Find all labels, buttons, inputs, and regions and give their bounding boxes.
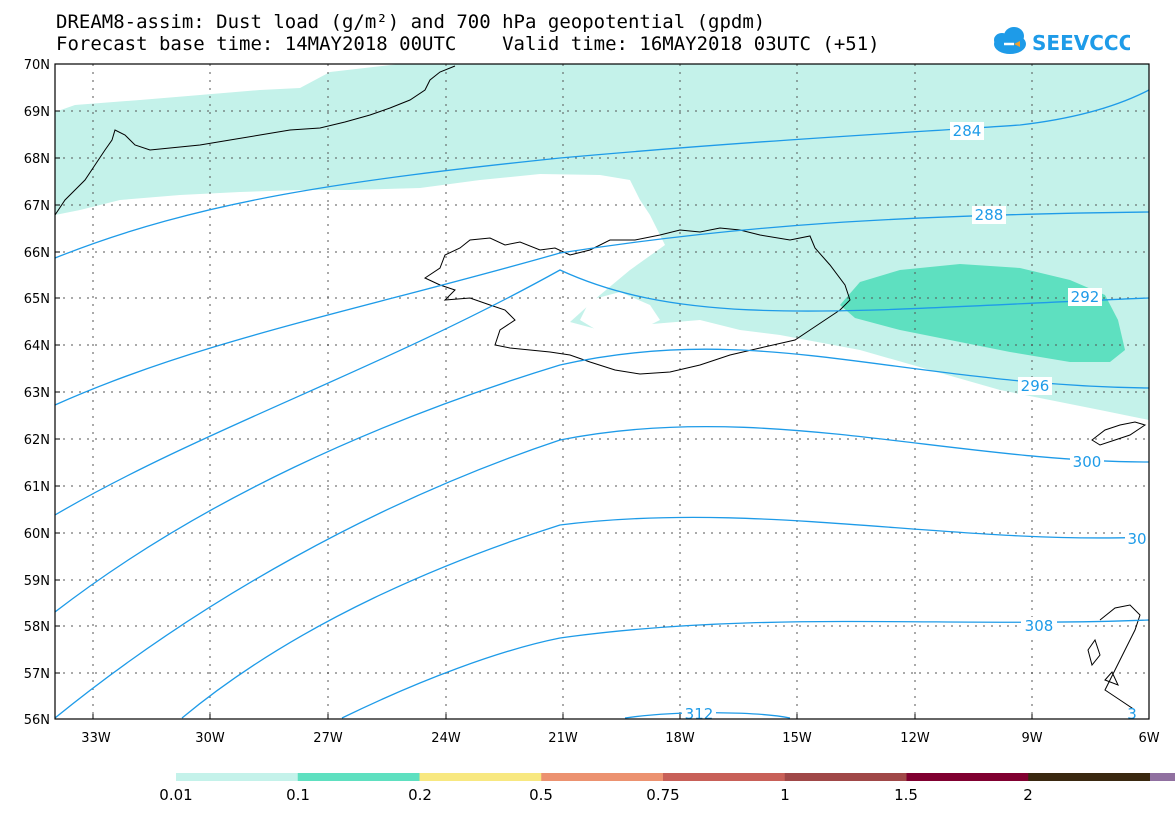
colorbar-label: 2 bbox=[1023, 786, 1033, 804]
contour-label-308: 308 bbox=[1025, 617, 1054, 635]
lat-label: 56N bbox=[24, 713, 50, 728]
lon-label: 6W bbox=[1138, 731, 1159, 746]
geopotential-contours bbox=[55, 89, 1149, 719]
colorbar-swatch bbox=[663, 773, 786, 781]
colorbar-swatch bbox=[784, 773, 907, 781]
lat-label: 66N bbox=[24, 246, 50, 261]
seevccc-logo: SEEVCCC bbox=[994, 27, 1130, 55]
coastlines bbox=[55, 65, 1149, 713]
lat-label: 58N bbox=[24, 620, 50, 635]
graticule bbox=[55, 64, 1149, 719]
lat-label: 61N bbox=[24, 480, 50, 495]
lon-label: 9W bbox=[1021, 731, 1042, 746]
colorbar-swatch bbox=[176, 773, 299, 781]
colorbar-swatch bbox=[906, 773, 1029, 781]
colorbar-label: 1 bbox=[780, 786, 790, 804]
latitude-labels: 70N 69N 68N 67N 66N 65N 64N 63N 62N 61N … bbox=[24, 58, 50, 728]
lat-label: 64N bbox=[24, 339, 50, 354]
lon-label: 30W bbox=[195, 731, 225, 746]
lat-label: 57N bbox=[24, 667, 50, 682]
coastline-scotland bbox=[1099, 604, 1149, 713]
colorbar-label: 0.01 bbox=[159, 786, 193, 804]
contour-label-284: 284 bbox=[953, 122, 982, 140]
contour-label-288: 288 bbox=[975, 206, 1004, 224]
colorbar bbox=[176, 773, 1175, 781]
lat-label: 60N bbox=[24, 527, 50, 542]
lat-label: 67N bbox=[24, 199, 50, 214]
colorbar-label: 0.75 bbox=[646, 786, 680, 804]
lon-label: 15W bbox=[782, 731, 812, 746]
lat-label: 63N bbox=[24, 386, 50, 401]
lon-label: 33W bbox=[81, 731, 111, 746]
colorbar-swatch bbox=[1150, 773, 1175, 781]
colorbar-label: 0.2 bbox=[408, 786, 432, 804]
colorbar-swatch bbox=[1028, 773, 1151, 781]
tick-marks bbox=[55, 63, 1033, 719]
contour-label-296: 296 bbox=[1021, 377, 1050, 395]
colorbar-label: 1.5 bbox=[894, 786, 918, 804]
colorbar-swatch bbox=[419, 773, 542, 781]
lon-label: 18W bbox=[665, 731, 695, 746]
coastline-iceland bbox=[423, 227, 851, 375]
lon-label: 12W bbox=[900, 731, 930, 746]
lat-label: 62N bbox=[24, 433, 50, 448]
map-title: DREAM8-assim: Dust load (g/m²) and 700 h… bbox=[56, 11, 766, 33]
colorbar-swatch bbox=[541, 773, 664, 781]
lat-label: 59N bbox=[24, 574, 50, 589]
colorbar-label: 0.5 bbox=[529, 786, 553, 804]
contour-labels: 284 288 292 296 300 30 308 312 3 bbox=[682, 122, 1149, 723]
lat-label: 65N bbox=[24, 292, 50, 307]
colorbar-swatch bbox=[297, 773, 420, 781]
map-subtitle: Forecast base time: 14MAY2018 00UTC Vali… bbox=[56, 33, 880, 55]
lon-label: 24W bbox=[431, 731, 461, 746]
contour-label-292: 292 bbox=[1071, 288, 1100, 306]
contour-label-304: 30 bbox=[1127, 530, 1146, 548]
longitude-labels: 33W 30W 27W 24W 21W 18W 15W 12W 9W 6W bbox=[81, 731, 1159, 746]
dust-region-light bbox=[55, 64, 1149, 420]
coastline-greenland bbox=[55, 65, 456, 216]
coastline-faroe bbox=[1091, 421, 1147, 446]
lat-label: 70N bbox=[24, 58, 50, 73]
logo-text: SEEVCCC bbox=[1032, 31, 1130, 55]
colorbar-label: 0.1 bbox=[286, 786, 310, 804]
lon-label: 21W bbox=[548, 731, 578, 746]
lat-label: 68N bbox=[24, 152, 50, 167]
dust-region-medium bbox=[840, 264, 1125, 362]
lat-label: 69N bbox=[24, 105, 50, 120]
contour-label-312: 312 bbox=[685, 705, 714, 723]
cloud-icon bbox=[994, 27, 1026, 54]
contour-label-300: 300 bbox=[1073, 453, 1102, 471]
lon-label: 27W bbox=[313, 731, 343, 746]
contour-label-316: 3 bbox=[1127, 705, 1137, 723]
